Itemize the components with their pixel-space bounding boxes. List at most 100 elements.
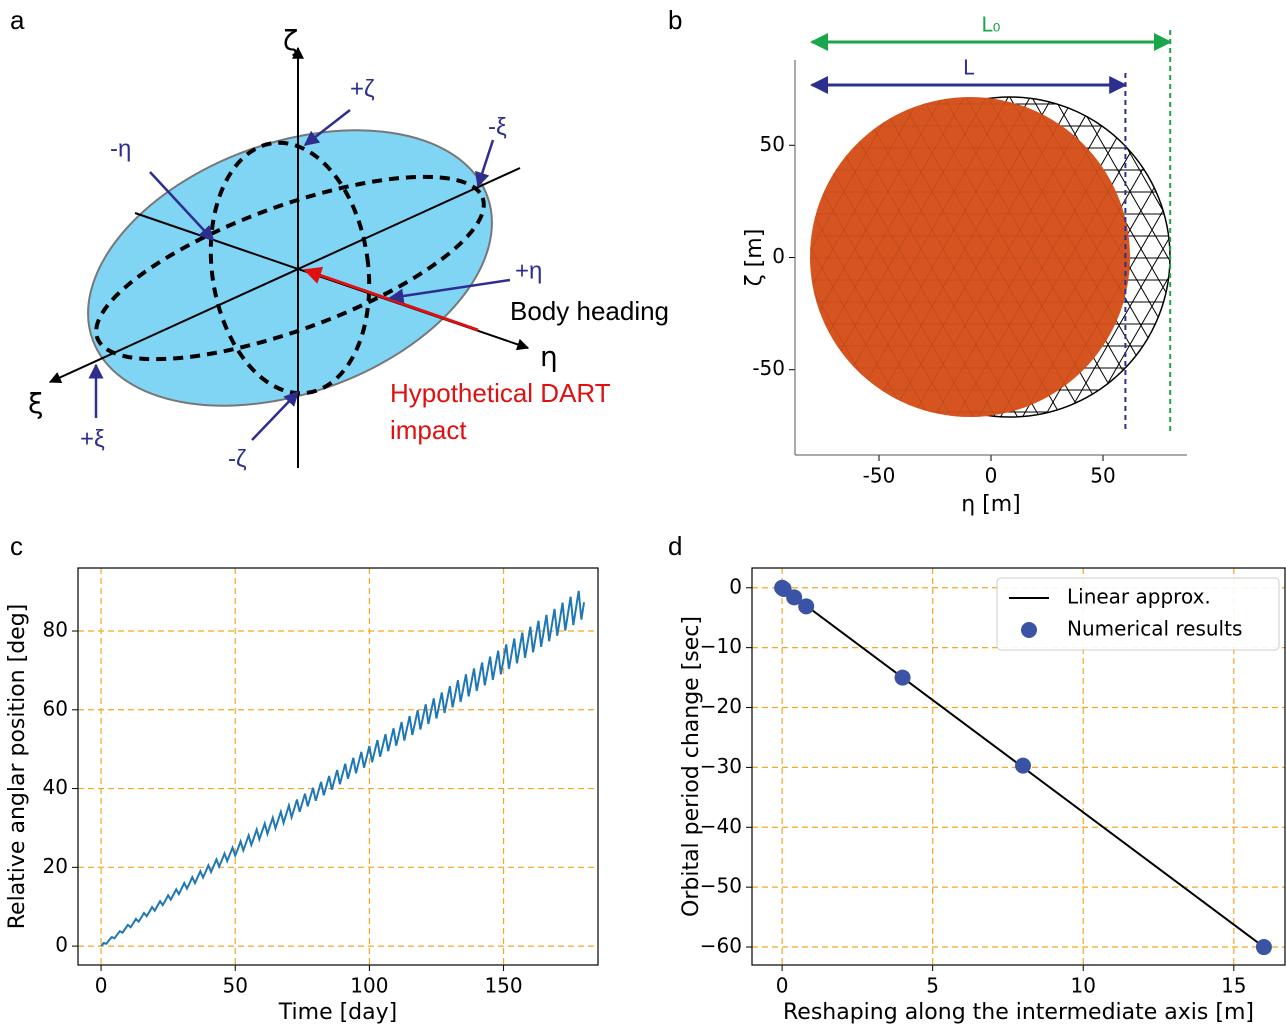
marker-label: -ζ (228, 445, 247, 472)
facet-edge (953, 97, 1130, 417)
facet-edge (0, 0, 118, 470)
facet-edge (574, 0, 844, 470)
heading-label: Body heading (510, 296, 669, 326)
impact-label: impact (390, 415, 467, 445)
x-tick-label: 50 (1090, 464, 1115, 488)
facet-edge (810, 97, 955, 417)
panel-a: a ζ ξ η +ζ -ξ -η +η +ξ -ζ Body heading H… (10, 5, 669, 472)
axis-name: η (540, 340, 558, 373)
x-tick-label: 0 (985, 464, 998, 488)
facet-edge (810, 97, 939, 417)
facet-edge (850, 97, 851, 417)
length-label: L (963, 56, 975, 80)
facet-edge (1262, 0, 1286, 470)
facet-edge (931, 97, 1130, 417)
marker-label: +ζ (350, 75, 375, 102)
facet-edge (903, 97, 1130, 417)
x-axis-label: Time [day] (278, 1000, 397, 1025)
marker-label: +ξ (80, 425, 105, 452)
body (87, 129, 493, 407)
arrow (149, 171, 215, 242)
facet-edge (0, 0, 140, 470)
facet-edge (1256, 0, 1286, 470)
facet-edge (0, 0, 30, 470)
facet-edge (810, 97, 1071, 417)
facet-edge (1240, 0, 1286, 470)
facet-edge (1174, 0, 1286, 470)
facet-edge (909, 97, 1130, 417)
y-tick-label: 60 (43, 696, 68, 720)
axis-name: ζ (283, 24, 298, 57)
x-tick-label: 15 (1221, 974, 1246, 998)
y-tick-label: 0 (55, 933, 68, 957)
x-tick-label: 0 (776, 974, 789, 998)
facet-edge (925, 97, 1130, 417)
facet-edge (1218, 0, 1286, 470)
facet-edge (810, 97, 1005, 417)
y-tick-label: −40 (700, 814, 742, 838)
plot-frame (77, 567, 599, 966)
facet-edge (0, 0, 96, 470)
arrow (388, 278, 511, 304)
facet-edge (810, 97, 851, 417)
meridian (208, 140, 372, 396)
legend-label: Numerical results (1067, 617, 1242, 641)
facet-edge (947, 97, 1130, 417)
facet-edge (1234, 0, 1286, 470)
facet-edge (1035, 97, 1170, 417)
facet-edge (1013, 97, 1170, 417)
y-tick-label: −50 (700, 874, 742, 898)
facet-edge (1212, 0, 1286, 470)
impact-label: Hypothetical DART (390, 378, 611, 408)
data-point (894, 669, 911, 686)
facet-edge (1152, 0, 1286, 470)
y-tick-label: −20 (700, 694, 742, 718)
x-tick-label: 10 (1071, 974, 1096, 998)
y-tick-label: 20 (43, 854, 68, 878)
arrow (303, 109, 351, 146)
x-tick-label: 5 (926, 974, 939, 998)
facet-edge (0, 0, 140, 470)
arrow (251, 390, 300, 441)
facet-edge (810, 97, 961, 417)
facet-edge (1174, 0, 1286, 470)
y-tick-label: 50 (760, 132, 785, 156)
facet-edge (1151, 97, 1170, 417)
panel-label: a (10, 5, 25, 35)
facet-edge (1019, 97, 1170, 417)
y-tick-label: -50 (752, 356, 785, 380)
facet-edge (859, 97, 1130, 417)
facet-edge (0, 0, 8, 470)
axis-name: ξ (28, 387, 44, 420)
facet-edge (1190, 0, 1286, 470)
y-axis-label: Orbital period change [sec] (679, 616, 704, 917)
facet-edge (1278, 0, 1286, 470)
facet-edge (1234, 0, 1286, 470)
y-axis-label: Relative anglar position [deg] (5, 604, 30, 930)
facet-edge (1190, 0, 1286, 470)
legend (996, 577, 1280, 651)
panel-label: b (668, 5, 682, 35)
arrow (475, 139, 495, 188)
facet-edge (810, 97, 977, 417)
facet-edge (810, 97, 1049, 417)
facet-edge (1196, 0, 1286, 470)
facet-edge (1196, 0, 1286, 470)
facet-edge (810, 97, 983, 417)
legend-swatch (1021, 622, 1037, 638)
facet-edge (1167, 97, 1170, 417)
facet-edge (810, 97, 1027, 417)
facet-edge (991, 97, 1130, 417)
y-axis-label: ζ [m] (742, 229, 767, 287)
facet-edge (1218, 0, 1286, 470)
data-point (1255, 939, 1272, 956)
facet-edge (1278, 0, 1286, 470)
mesh-shape (0, 0, 1286, 470)
facet-edge (975, 97, 1130, 417)
marker-label: +η (515, 257, 542, 284)
facet-edge (1262, 0, 1286, 470)
facet-edge (1240, 0, 1286, 470)
y-tick-label: 40 (43, 775, 68, 799)
x-axis-label: Reshaping along the intermediate axis [m… (783, 1000, 1254, 1025)
y-tick-label: −30 (700, 754, 742, 778)
